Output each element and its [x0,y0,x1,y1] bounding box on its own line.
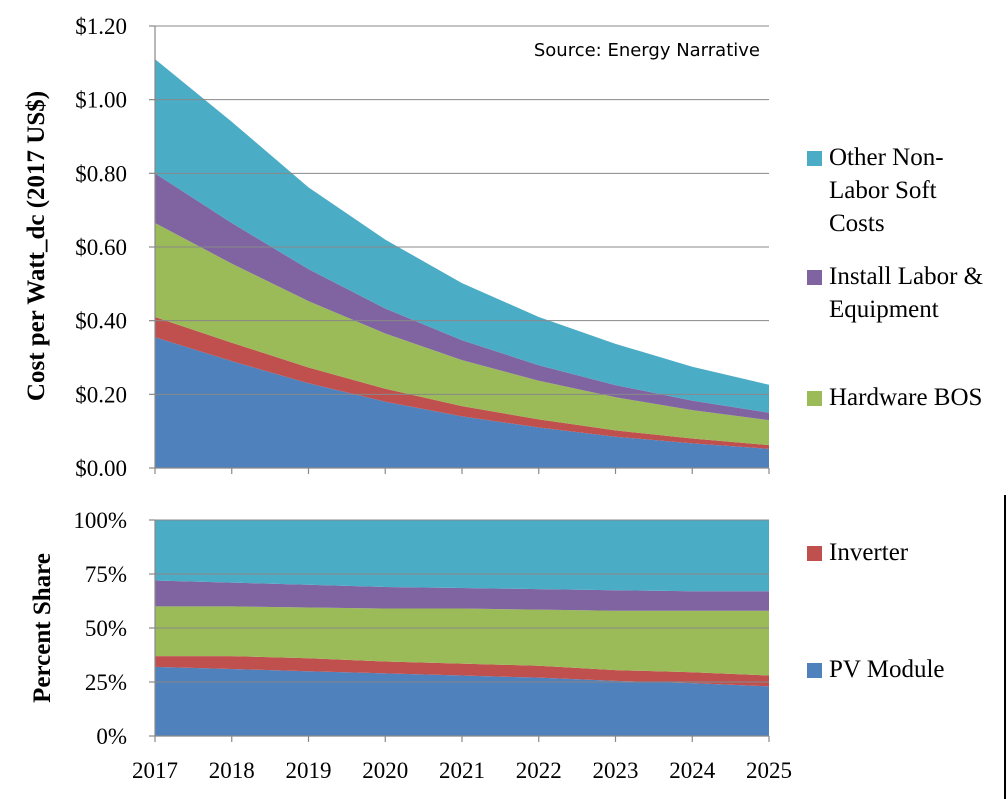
x-tick-label: 2022 [516,758,562,783]
top-y-tick-label: $0.40 [75,309,127,334]
source-annotation: Source: Energy Narrative [534,40,760,61]
cost-per-watt-chart: $0.00 $0.20 $0.40 $0.60 $0.80 $1.00 $1.20 Cost… [23,14,770,481]
legend-label: Other Non- [829,144,944,171]
top-y-tick-label: $0.80 [75,161,127,186]
x-tick-label: 2024 [669,758,716,783]
x-tick-label: 2019 [286,758,332,783]
top-area-pv-module [155,337,769,468]
x-tick-label: 2017 [132,758,178,783]
bot-y-tick-label: 50% [85,616,127,641]
bot-area-pv-module [155,666,769,736]
legend-item-pv-module: PV Module [807,656,945,683]
top-y-axis-label: Cost per Watt_dc (2017 US$) [23,91,50,401]
percent-share-chart: 0% 25% 50% 75% 100% 2017 2018 2019 2020 2021 2022… [29,508,792,783]
legend-label: PV Module [829,656,945,683]
legend-item-install-labor-equipment: Install Labor & Equipment [807,263,983,323]
legend-label: Hardware BOS [829,384,982,411]
x-tick-label: 2020 [362,758,408,783]
legend-item-hardware-bos: Hardware BOS [807,384,982,411]
legend-label: Install Labor & [829,263,983,290]
legend-label: Costs [829,210,885,237]
top-area-hardware-bos [155,223,769,446]
legend-swatch [807,663,822,678]
top-y-tick-label: $0.60 [75,235,127,260]
legend-label: Inverter [829,539,909,566]
top-y-tick-label: $0.20 [75,382,127,407]
bot-y-tick-label: 0% [96,724,127,749]
legend-item-other-non-labor-soft-costs: Other Non- Labor Soft Costs [807,144,944,237]
legend-swatch [807,151,822,166]
chart-legend: Other Non- Labor Soft Costs Install Labor &… [807,144,983,683]
legend-label: Equipment [829,296,939,323]
bot-area-install-labor-equipment [155,580,769,611]
top-y-tick-label: $0.00 [75,456,127,481]
legend-label: Labor Soft [829,177,937,204]
x-tick-label: 2023 [593,758,639,783]
x-tick-label: 2018 [209,758,255,783]
bot-y-tick-label: 75% [85,562,127,587]
bot-area-inverter [155,656,769,687]
legend-swatch [807,546,822,561]
x-tick-label: 2025 [746,758,792,783]
legend-swatch [807,270,822,285]
x-tick-label: 2021 [439,758,485,783]
bot-y-tick-label: 25% [85,670,127,695]
bot-area-hardware-bos [155,606,769,676]
top-y-tick-label: $1.20 [75,14,127,39]
legend-item-inverter: Inverter [807,539,909,566]
top-y-tick-label: $1.00 [75,88,127,113]
bot-y-tick-label: 100% [73,508,127,533]
top-area-other-non-labor-soft-costs [155,59,769,413]
bot-area-other-non-labor-soft-costs [155,520,769,592]
bottom-y-axis-label: Percent Share [29,553,56,703]
legend-swatch [807,391,822,406]
